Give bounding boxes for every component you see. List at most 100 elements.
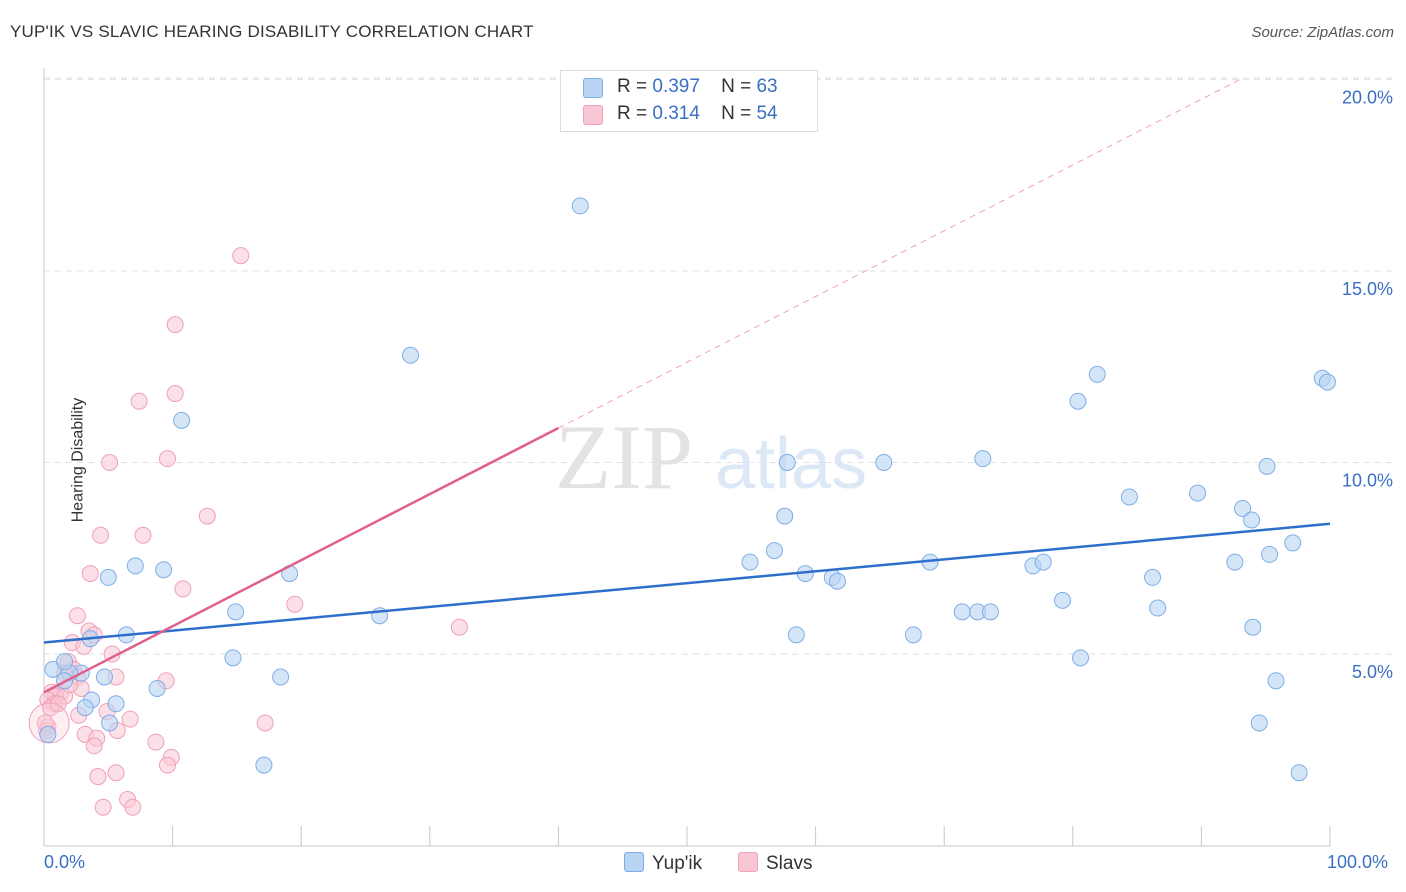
legend-n-value: 63: [756, 76, 778, 97]
legend-swatch-blue: [624, 852, 644, 872]
yupik-point: [56, 653, 74, 671]
correlation-legend: R = 0.397 N = 63 R = 0.314 N = 54: [560, 70, 818, 132]
x-tick-label-max: 100.0%: [1327, 852, 1389, 872]
y-tick-label: 5.0%: [1352, 662, 1393, 682]
slavs-point: [130, 392, 148, 410]
yupik-point: [1144, 568, 1162, 586]
slavs-point: [107, 764, 125, 782]
slavs-point: [68, 607, 86, 625]
chart-title: YUP'IK VS SLAVIC HEARING DISABILITY CORR…: [10, 22, 534, 41]
yupik-point: [1226, 553, 1244, 571]
y-tick-label: 10.0%: [1342, 471, 1393, 491]
yupik-point: [148, 679, 166, 697]
slavs-point: [81, 565, 99, 583]
yupik-trend-line: [43, 522, 1331, 644]
slavs-point: [450, 618, 468, 636]
yupik-point: [1189, 484, 1207, 502]
yupik-point: [95, 668, 113, 686]
yupik-point: [1267, 672, 1285, 690]
legend-label-yupik: Yup'ik: [652, 853, 703, 874]
slavs-point: [158, 450, 176, 468]
yupik-point: [1072, 649, 1090, 667]
yupik-point: [39, 725, 57, 743]
yupik-point: [173, 411, 191, 429]
slavs-point: [121, 710, 139, 728]
x-tick-label-min: 0.0%: [44, 852, 86, 872]
watermark-zip: ZIP: [555, 406, 693, 508]
y-axis-title: Hearing Disability: [69, 397, 87, 523]
slavs-trend-line: [43, 426, 559, 694]
yupik-point: [1054, 591, 1072, 609]
yupik-point: [571, 197, 589, 215]
slavs-point: [232, 247, 250, 265]
slavs-point: [166, 316, 184, 334]
yupik-point: [402, 346, 420, 364]
yupik-point: [99, 568, 117, 586]
yupik-point: [1069, 392, 1087, 410]
slavs-point: [94, 798, 112, 816]
yupik-point: [1284, 534, 1302, 552]
yupik-point: [787, 626, 805, 644]
yupik-point: [776, 507, 794, 525]
slavs-point: [134, 526, 152, 544]
slavs-points: [28, 247, 468, 816]
legend-r-label: R =: [617, 76, 648, 97]
slavs-point: [89, 768, 107, 786]
legend-n-value: 54: [756, 103, 778, 124]
y-tick-label: 15.0%: [1342, 279, 1393, 299]
legend-r-value: 0.397: [652, 76, 700, 97]
yupik-point: [155, 561, 173, 579]
yupik-point: [741, 553, 759, 571]
legend-swatch-pink: [738, 852, 758, 872]
yupik-point: [224, 649, 242, 667]
yupik-point: [904, 626, 922, 644]
yupik-point: [875, 454, 893, 471]
yupik-point: [1261, 545, 1279, 563]
yupik-point: [1120, 488, 1138, 506]
y-tick-label: 20.0%: [1342, 88, 1393, 108]
legend-r-label: R =: [617, 103, 648, 124]
slavs-point: [28, 702, 70, 744]
yupik-point: [1250, 714, 1268, 732]
bottom-legend-slavs: Slavs: [738, 852, 812, 875]
yupik-point: [1234, 499, 1252, 517]
legend-n-label: N =: [721, 103, 752, 124]
yupik-point: [974, 450, 992, 468]
slavs-point: [256, 714, 274, 732]
yupik-point: [1034, 553, 1052, 571]
slavs-point: [101, 454, 119, 471]
legend-swatch-blue: [583, 78, 603, 98]
watermark: ZIP atlas: [555, 406, 867, 508]
slavs-point: [174, 580, 192, 598]
legend-n-label: N =: [721, 76, 752, 97]
yupik-point: [1244, 618, 1262, 636]
grid-lines: [44, 77, 1395, 655]
slavs-point: [286, 595, 304, 613]
source-label: Source: ZipAtlas.com: [1251, 24, 1394, 41]
yupik-point: [107, 695, 125, 713]
bottom-legend-yupik: Yup'ik: [624, 852, 702, 875]
yupik-point: [981, 603, 999, 621]
yupik-point: [1088, 365, 1106, 383]
yupik-point: [126, 557, 144, 575]
yupik-point: [828, 572, 846, 590]
slavs-point: [124, 798, 142, 816]
slavs-point: [198, 507, 216, 525]
yupik-point: [272, 668, 290, 686]
slavs-point: [85, 737, 103, 755]
yupik-point: [101, 714, 119, 732]
yupik-point: [1243, 511, 1261, 529]
yupik-point: [227, 603, 245, 621]
slavs-point: [92, 526, 110, 544]
legend-r-value: 0.314: [652, 103, 700, 124]
trend-lines: [43, 79, 1331, 694]
yupik-point: [76, 699, 94, 717]
slavs-point: [147, 733, 165, 751]
yupik-point: [778, 454, 796, 471]
yupik-point: [1258, 457, 1276, 475]
legend-swatch-pink: [583, 105, 603, 125]
legend-label-slavs: Slavs: [766, 853, 813, 874]
yupik-points: [39, 197, 1336, 782]
yupik-point: [1290, 764, 1308, 782]
